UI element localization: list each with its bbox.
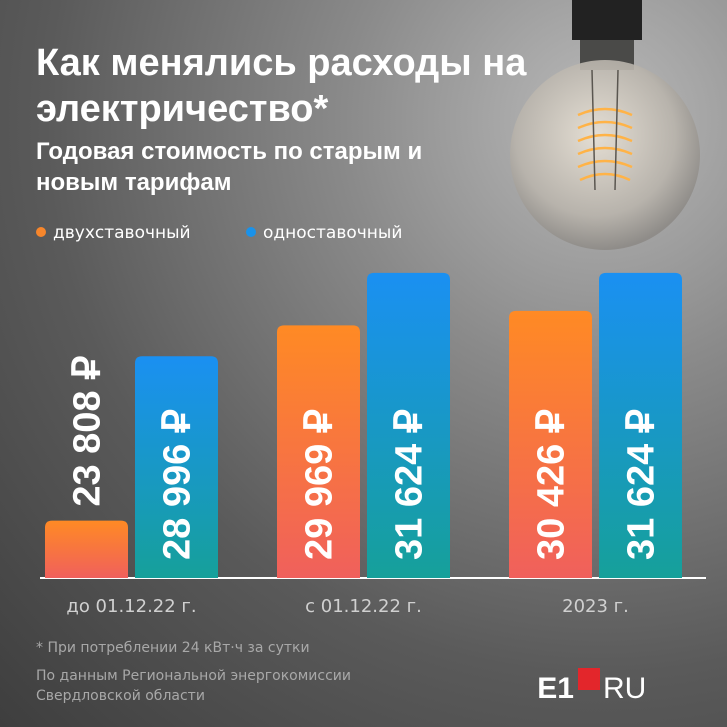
chart-title: Как менялись расходы на электричество* [36,42,527,130]
value-label: 30 426 ₽ [531,409,573,560]
lightbulb [510,0,700,250]
source: По данным Региональной энергокомиссии Св… [36,668,351,704]
legend-label: двухставочный [53,223,191,243]
bar [509,310,592,578]
bar [45,520,128,578]
value-label: 29 969 ₽ [299,409,341,560]
footnote: * При потреблении 24 кВт·ч за сутки [36,640,310,656]
bar [277,325,360,578]
value-label: 28 996 ₽ [157,409,199,560]
legend-swatch [36,227,46,237]
logo-mark [578,668,600,690]
chart-subtitle: Годовая стоимость по старым и новым тари… [36,138,423,196]
x-tick-label: с 01.12.22 г. [305,596,422,617]
x-tick-label: 2023 г. [562,596,629,617]
bar [599,272,682,578]
legend-label: одноставочный [263,223,402,243]
logo: E1 [537,672,574,705]
x-tick-label: до 01.12.22 г. [66,596,196,617]
value-label: 31 624 ₽ [621,409,663,560]
legend-swatch [246,227,256,237]
bar [135,356,218,578]
logo: RU [603,672,646,705]
value-label: 31 624 ₽ [389,409,431,560]
value-label: 23 808 ₽ [67,356,109,507]
bar [367,272,450,578]
